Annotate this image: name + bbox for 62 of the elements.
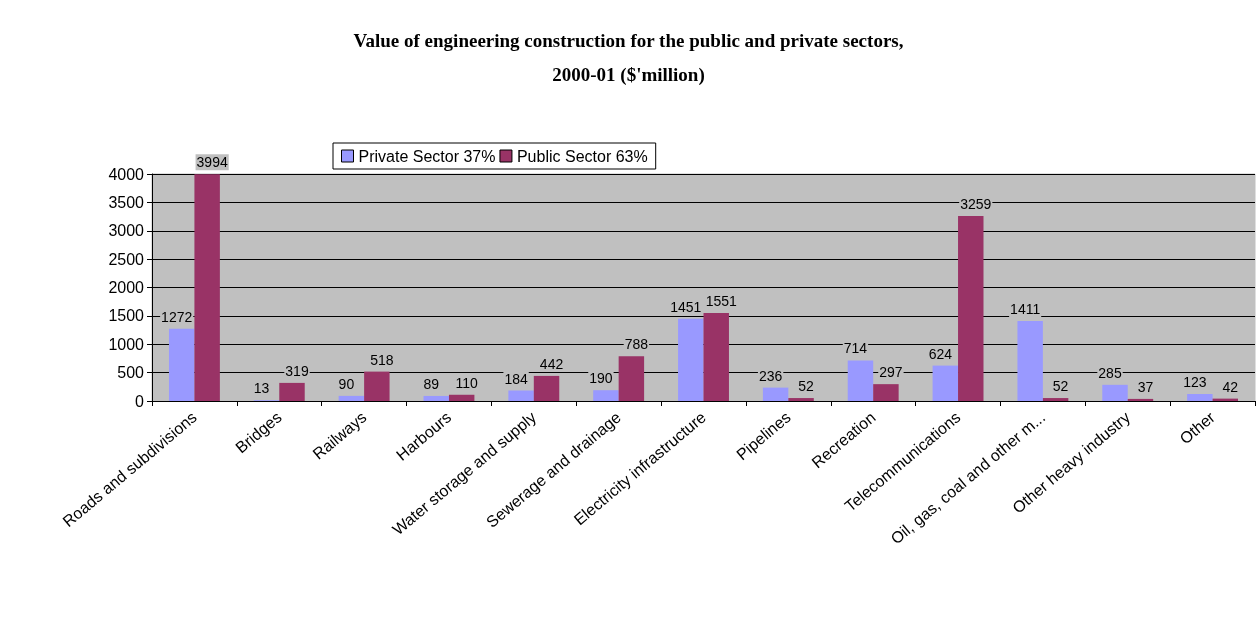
bar (279, 382, 305, 401)
data-label: 285 (1098, 364, 1122, 381)
bar (1127, 398, 1154, 401)
data-label: 442 (539, 355, 564, 372)
data-label: 89 (423, 375, 440, 392)
data-label: 52 (798, 378, 815, 395)
y-tick-label: 500 (117, 364, 145, 382)
y-tick-label: 4000 (108, 165, 145, 183)
chart-title: Value of engineering construction for the public and private sectors, 2000-01 ($'million) (353, 29, 904, 86)
bar (1042, 398, 1069, 401)
bar (618, 356, 645, 401)
bar (194, 174, 220, 401)
data-label: 1451 (670, 298, 702, 315)
bar (788, 398, 814, 401)
bar (958, 216, 984, 401)
legend-label: Public Sector 63% (516, 147, 648, 165)
data-label: 1551 (705, 292, 738, 309)
bar (1187, 394, 1213, 401)
bar (847, 360, 874, 401)
y-tick-label: 2000 (108, 279, 145, 296)
y-tick-label: 1500 (108, 307, 145, 325)
bar (1017, 320, 1043, 401)
data-label: 110 (455, 374, 479, 391)
y-tick-label: 3500 (108, 193, 145, 211)
data-label: 1411 (1010, 300, 1041, 317)
data-label: 52 (1052, 378, 1069, 395)
bar (168, 328, 195, 401)
data-label: 184 (504, 370, 528, 387)
bar (703, 312, 729, 401)
y-tick-label: 2500 (108, 250, 145, 268)
data-label: 714 (843, 340, 868, 357)
data-label: 3259 (960, 196, 992, 213)
bar (593, 390, 619, 401)
data-label: 123 (1183, 374, 1207, 391)
bar (762, 387, 789, 401)
data-label: 236 (758, 367, 783, 384)
data-label: 1272 (161, 308, 193, 325)
bar (423, 395, 449, 401)
bar (873, 384, 899, 401)
bar (364, 371, 390, 401)
data-label: 518 (370, 351, 394, 368)
data-label: 42 (1222, 378, 1239, 395)
data-label: 190 (589, 370, 613, 387)
data-label: 788 (624, 336, 649, 353)
bar (338, 395, 365, 401)
bar (678, 318, 704, 401)
legend-label: Private Sector 37% (358, 147, 496, 165)
bar (533, 375, 560, 401)
y-tick-label: 0 (135, 392, 145, 410)
data-label: 37 (1137, 378, 1154, 395)
bar (508, 390, 534, 401)
data-label: 297 (879, 364, 903, 381)
data-label: 3994 (196, 154, 228, 171)
y-tick-label: 3000 (108, 222, 145, 240)
data-label: 13 (253, 380, 270, 397)
data-label: 319 (285, 362, 309, 379)
data-label: 624 (928, 345, 953, 362)
bar (448, 394, 475, 401)
data-label: 90 (338, 375, 355, 392)
bar (1102, 384, 1128, 401)
bar (932, 365, 959, 401)
y-tick-label: 1000 (108, 335, 145, 353)
